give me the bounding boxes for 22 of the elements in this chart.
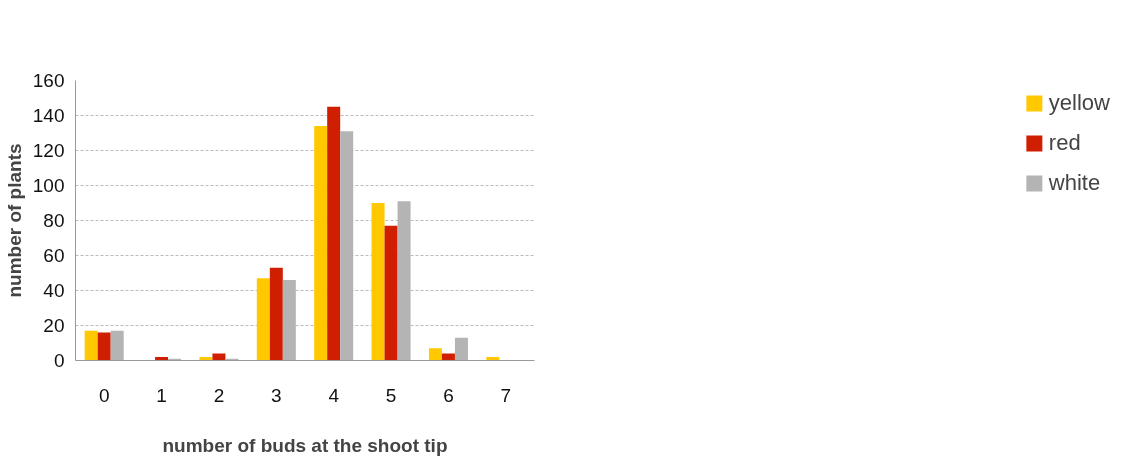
y-tick-label: 100 xyxy=(32,175,65,196)
legend-label: white xyxy=(1048,170,1101,196)
y-tick-label: 0 xyxy=(53,350,65,371)
y-tick-label: 160 xyxy=(32,70,65,91)
y-tick-label: 140 xyxy=(32,105,65,126)
y-tick-label: 40 xyxy=(43,280,65,301)
x-tick-label: 4 xyxy=(328,384,340,406)
x-tick-label: 7 xyxy=(500,384,512,406)
y-tick-label: 60 xyxy=(43,245,65,266)
y-tick-label: 120 xyxy=(32,140,65,161)
y-axis-title: number of plants xyxy=(3,143,25,298)
legend-label: yellow xyxy=(1048,90,1110,116)
y-tick-label: 80 xyxy=(43,210,65,231)
x-tick-label: 3 xyxy=(271,384,282,406)
x-tick-label: 2 xyxy=(213,384,225,406)
x-axis-title: number of buds at the shoot tip xyxy=(162,434,448,456)
x-tick-label: 6 xyxy=(443,384,454,406)
x-tick-label: 0 xyxy=(98,384,110,406)
x-tick-label: 1 xyxy=(156,384,167,406)
legend-label: red xyxy=(1048,130,1081,156)
y-tick-label: 20 xyxy=(43,315,65,336)
x-tick-label: 5 xyxy=(385,384,397,406)
